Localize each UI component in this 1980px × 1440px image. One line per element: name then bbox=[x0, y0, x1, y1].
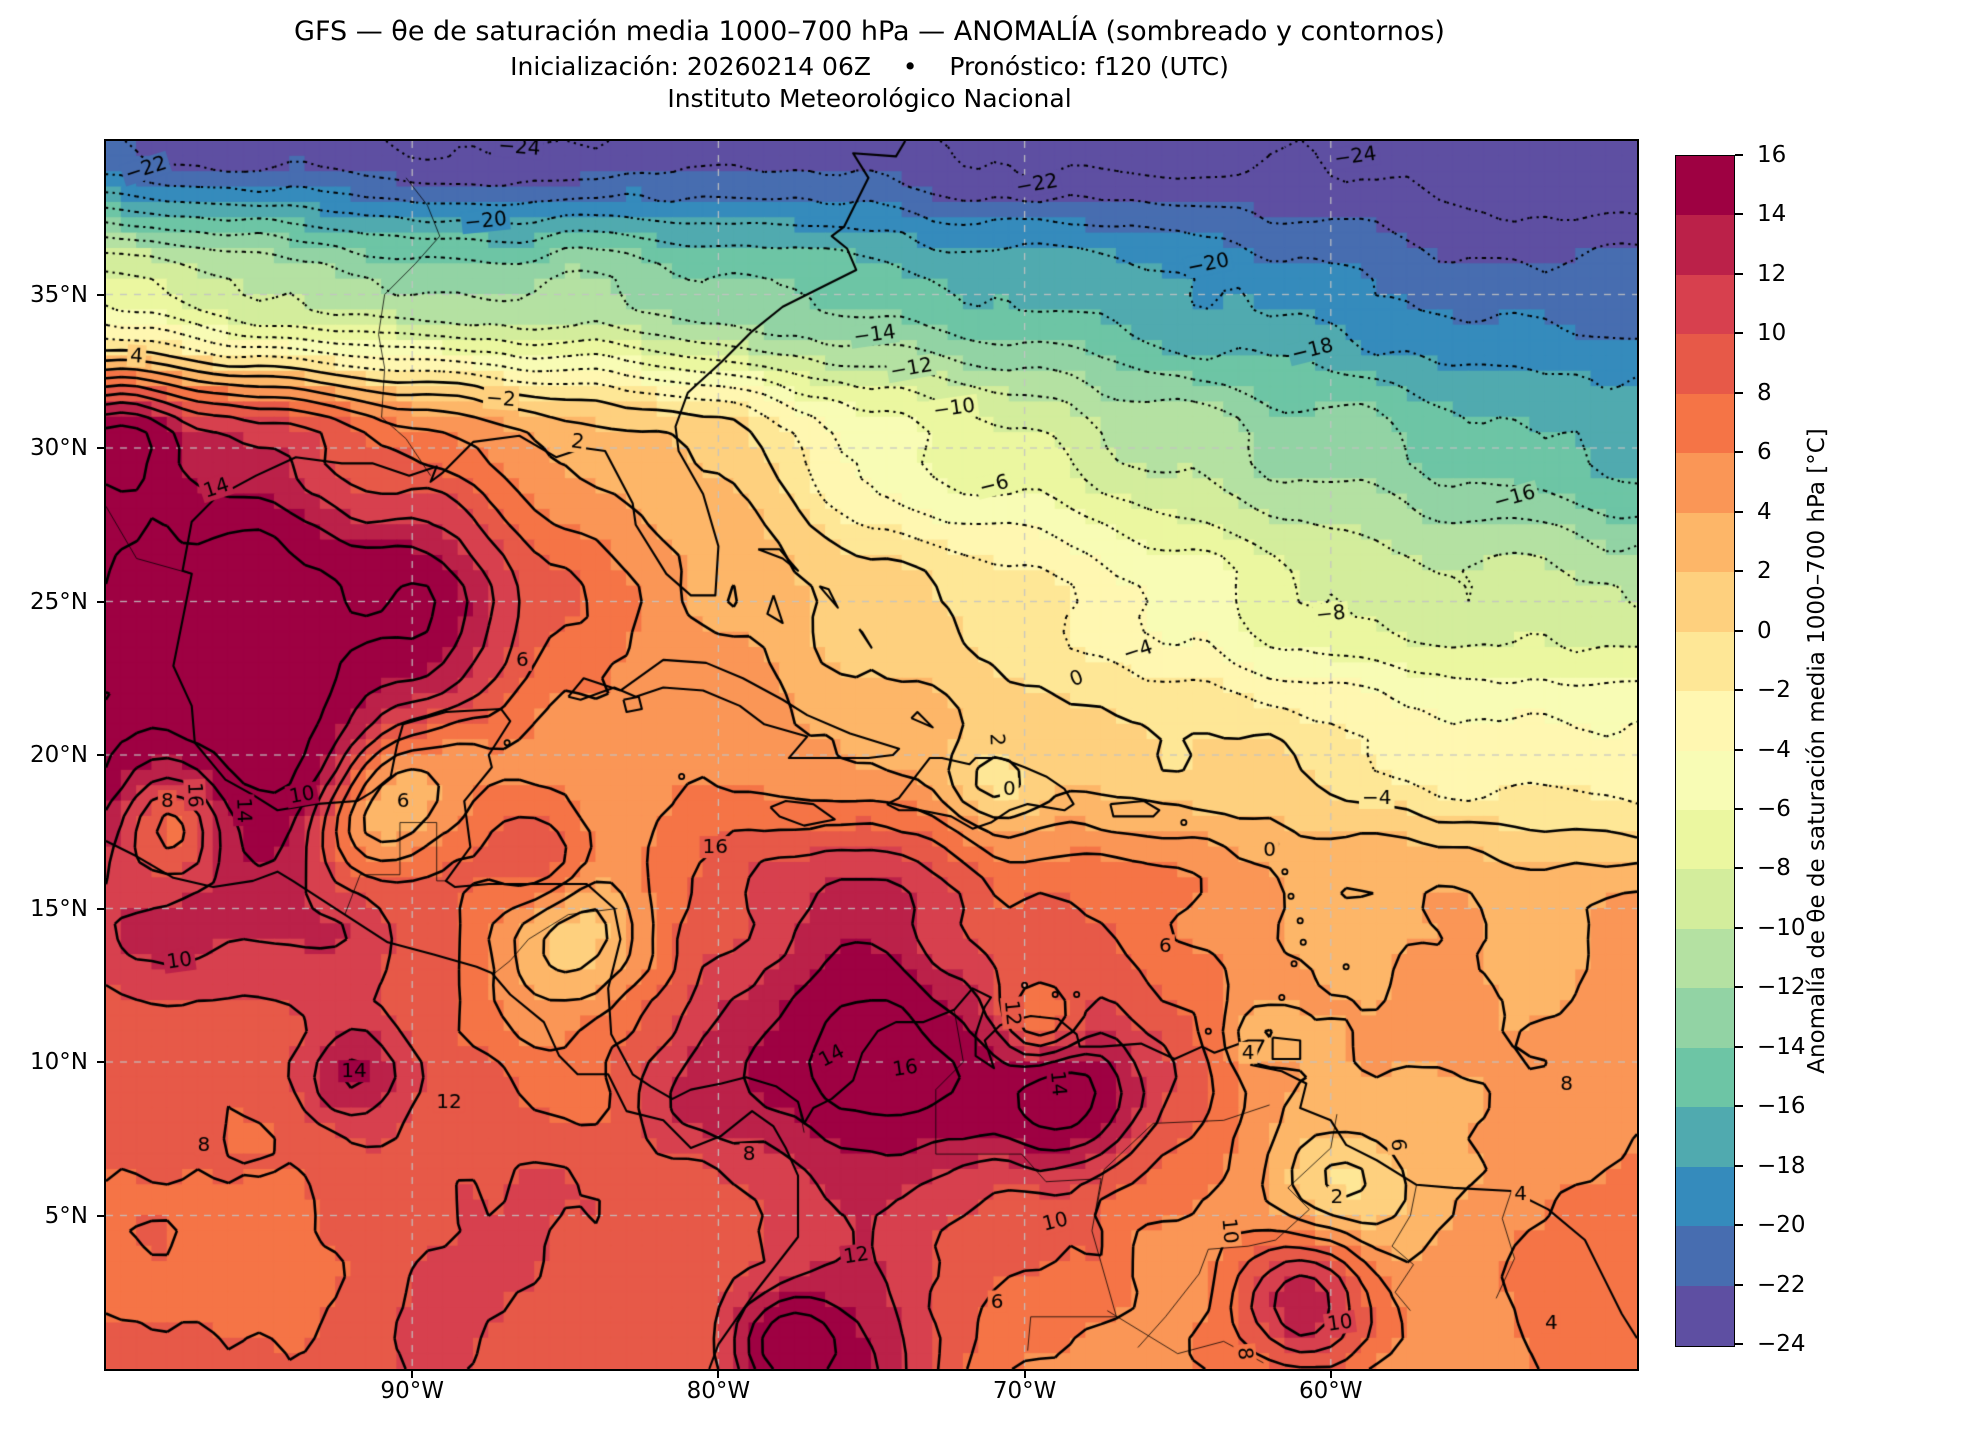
y-tick-label: 30°N bbox=[30, 435, 88, 461]
colorbar-segment bbox=[1676, 156, 1734, 217]
colorbar-tick-mark bbox=[1735, 867, 1743, 870]
colorbar-tick-mark bbox=[1735, 451, 1743, 454]
chart-institution: Instituto Meteorológico Nacional bbox=[667, 84, 1072, 113]
x-tick-label: 60°W bbox=[1299, 1378, 1363, 1404]
colorbar-tick-label: 14 bbox=[1757, 201, 1787, 228]
x-tick-mark bbox=[411, 1371, 414, 1378]
colorbar-segment bbox=[1676, 274, 1734, 335]
map-axes-frame bbox=[104, 139, 1639, 1371]
colorbar-segment bbox=[1676, 988, 1734, 1049]
anomaly-map-canvas bbox=[106, 141, 1637, 1369]
colorbar-tick-mark bbox=[1735, 1164, 1743, 1167]
colorbar-segment bbox=[1676, 1166, 1734, 1227]
x-tick-label: 90°W bbox=[380, 1378, 444, 1404]
colorbar-axis-label: Anomalía de θe de saturación media 1000–… bbox=[1804, 428, 1830, 1074]
colorbar-tick-mark bbox=[1735, 1343, 1743, 1345]
y-tick-mark bbox=[97, 447, 104, 449]
colorbar-segment bbox=[1676, 512, 1734, 573]
colorbar-tick-label: −12 bbox=[1757, 974, 1806, 1001]
colorbar-segment bbox=[1676, 1226, 1734, 1287]
colorbar-tick-label: −16 bbox=[1757, 1093, 1806, 1120]
colorbar-tick-label: −24 bbox=[1757, 1331, 1806, 1357]
colorbar-tick-mark bbox=[1735, 391, 1743, 394]
colorbar-segment bbox=[1676, 928, 1734, 989]
colorbar-tick-label: −2 bbox=[1757, 677, 1791, 704]
colorbar-tick-mark bbox=[1735, 926, 1743, 929]
colorbar-tick-mark bbox=[1735, 629, 1743, 632]
x-tick-mark bbox=[1023, 1371, 1026, 1378]
colorbar-tick-mark bbox=[1735, 272, 1743, 275]
colorbar-segment bbox=[1676, 393, 1734, 454]
y-tick-mark bbox=[97, 600, 104, 603]
colorbar-tick-label: −20 bbox=[1757, 1212, 1806, 1239]
colorbar-tick-mark bbox=[1735, 154, 1743, 156]
colorbar-tick-mark bbox=[1735, 807, 1743, 810]
colorbar-tick-label: 8 bbox=[1757, 379, 1772, 406]
colorbar-tick-label: −22 bbox=[1757, 1271, 1806, 1298]
y-tick-mark bbox=[97, 907, 104, 910]
colorbar-segment bbox=[1676, 691, 1734, 752]
colorbar-segment bbox=[1676, 869, 1734, 930]
colorbar-tick-mark bbox=[1735, 510, 1743, 513]
colorbar-segment bbox=[1676, 1047, 1734, 1108]
colorbar-tick-label: −6 bbox=[1757, 795, 1791, 822]
colorbar-tick-mark bbox=[1735, 1045, 1743, 1048]
y-tick-label: 25°N bbox=[30, 588, 88, 615]
colorbar-segment bbox=[1676, 809, 1734, 870]
colorbar-tick-label: 6 bbox=[1757, 439, 1772, 466]
colorbar-tick-label: 16 bbox=[1757, 142, 1787, 168]
y-tick-label: 10°N bbox=[30, 1049, 88, 1075]
colorbar-tick-mark bbox=[1735, 986, 1743, 989]
colorbar-tick-mark bbox=[1735, 1283, 1743, 1286]
colorbar-tick-mark bbox=[1735, 213, 1743, 216]
colorbar-tick-mark bbox=[1735, 570, 1743, 573]
y-tick-label: 15°N bbox=[30, 895, 88, 922]
colorbar-tick-mark bbox=[1735, 1105, 1743, 1108]
colorbar-tick-mark bbox=[1735, 689, 1743, 692]
colorbar-segment bbox=[1676, 750, 1734, 811]
colorbar-tick-mark bbox=[1735, 332, 1743, 335]
colorbar-tick-label: 12 bbox=[1757, 260, 1787, 287]
y-tick-label: 35°N bbox=[30, 281, 88, 308]
y-tick-mark bbox=[97, 1061, 104, 1063]
colorbar-tick-label: −18 bbox=[1757, 1152, 1806, 1179]
colorbar-segment bbox=[1676, 334, 1734, 395]
y-tick-mark bbox=[97, 754, 104, 756]
y-tick-label: 20°N bbox=[30, 742, 88, 768]
x-tick-mark bbox=[717, 1371, 720, 1378]
colorbar-tick-label: −10 bbox=[1757, 914, 1806, 941]
y-tick-mark bbox=[97, 293, 104, 296]
colorbar-tick-label: 10 bbox=[1757, 320, 1787, 347]
colorbar-tick-label: 2 bbox=[1757, 558, 1772, 585]
chart-title: GFS — θe de saturación media 1000–700 hP… bbox=[294, 16, 1445, 47]
y-tick-mark bbox=[97, 1214, 104, 1217]
colorbar-tick-label: −8 bbox=[1757, 855, 1791, 882]
colorbar-segment bbox=[1676, 1107, 1734, 1168]
x-tick-label: 70°W bbox=[992, 1378, 1057, 1404]
colorbar bbox=[1675, 155, 1735, 1347]
colorbar-tick-label: 4 bbox=[1757, 498, 1772, 525]
colorbar-segment bbox=[1676, 215, 1734, 276]
colorbar-tick-label: −4 bbox=[1757, 736, 1791, 763]
colorbar-segment bbox=[1676, 572, 1734, 633]
x-tick-label: 80°W bbox=[686, 1378, 751, 1404]
colorbar-tick-mark bbox=[1735, 748, 1743, 751]
colorbar-tick-mark bbox=[1735, 1224, 1743, 1227]
colorbar-tick-label: 0 bbox=[1757, 617, 1772, 644]
chart-subtitle: Inicialización: 20260214 06Z • Pronóstic… bbox=[510, 52, 1229, 81]
colorbar-segment bbox=[1676, 631, 1734, 692]
colorbar-tick-label: −14 bbox=[1757, 1033, 1806, 1060]
colorbar-segment bbox=[1676, 453, 1734, 514]
x-tick-mark bbox=[1329, 1371, 1332, 1378]
y-tick-label: 5°N bbox=[44, 1202, 88, 1229]
colorbar-segment bbox=[1676, 1285, 1734, 1346]
